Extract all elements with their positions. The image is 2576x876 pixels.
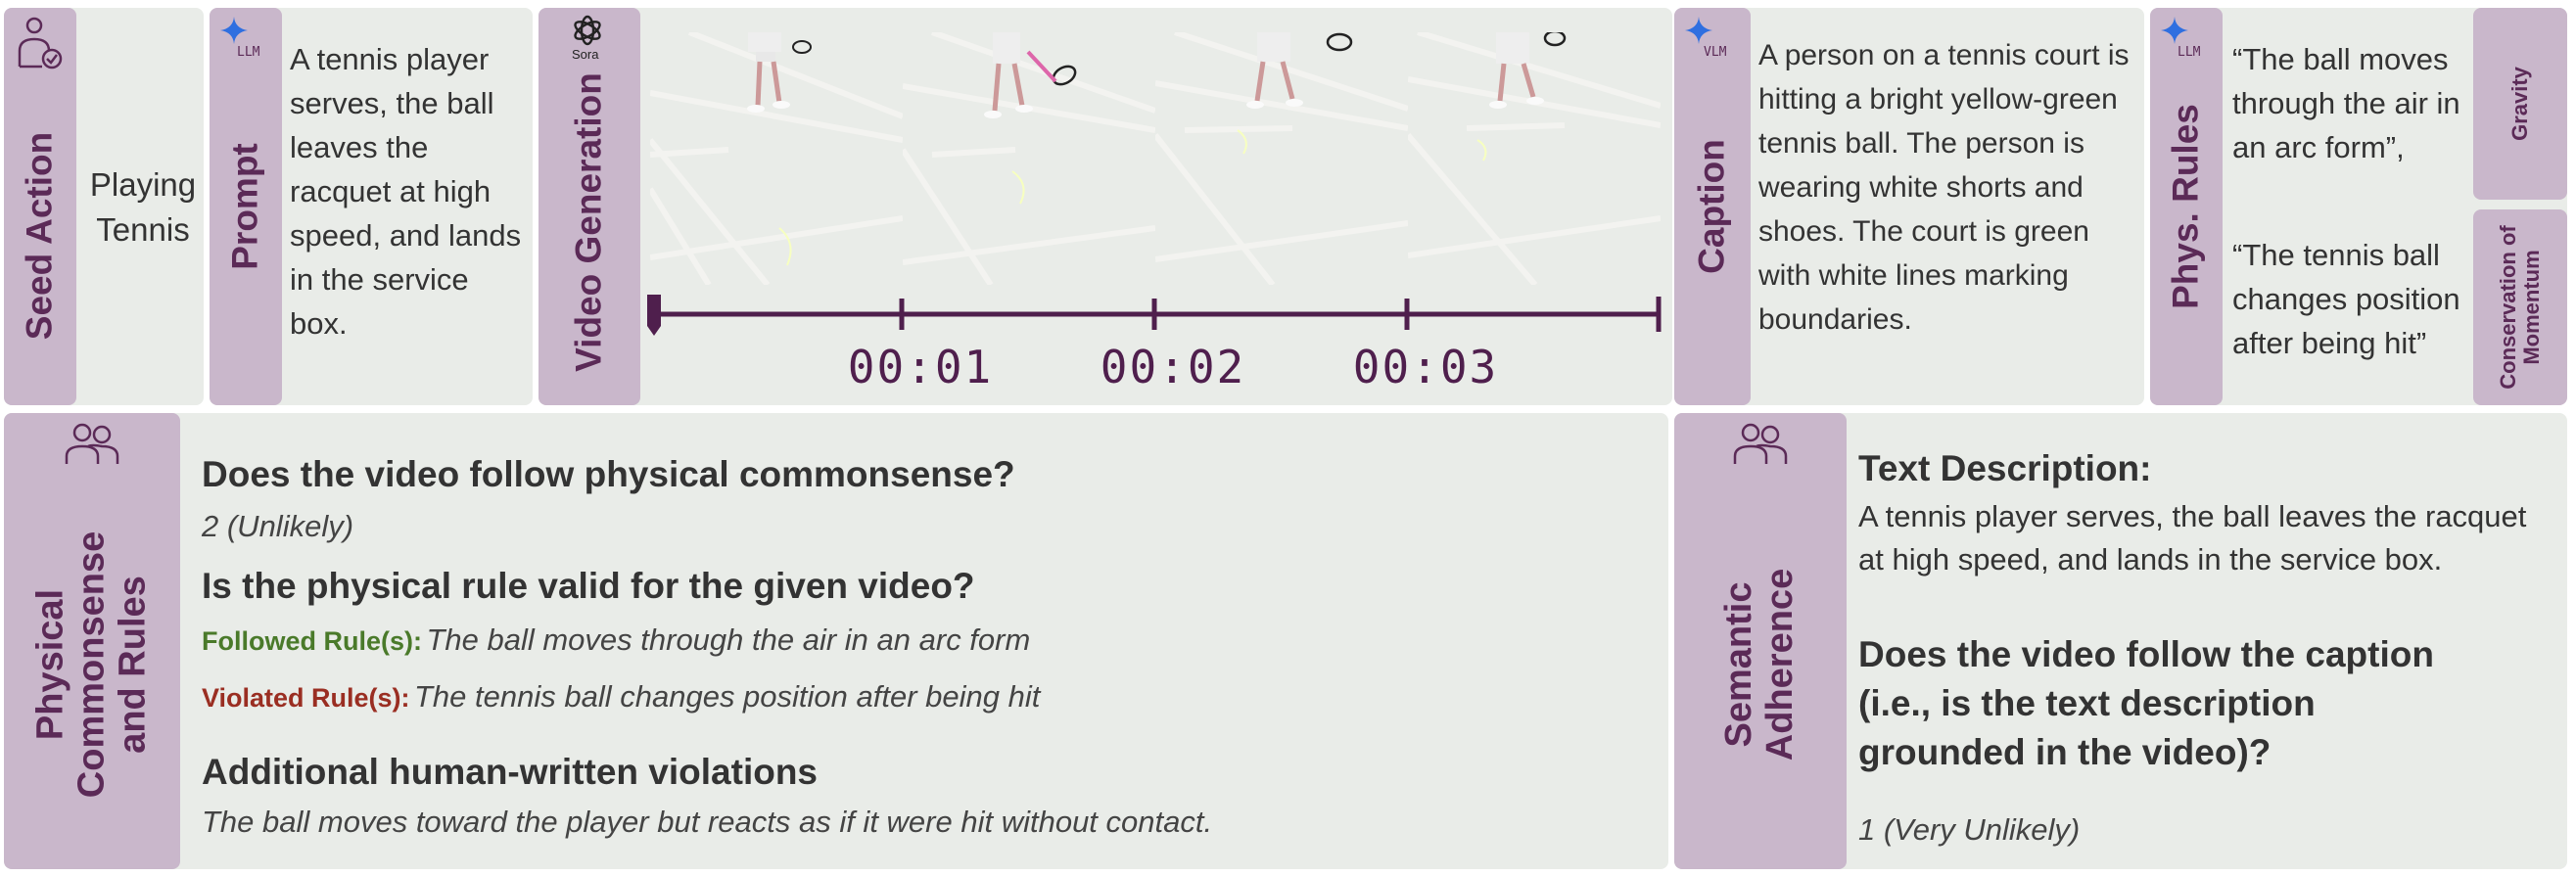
seed-action-label: Seed Action <box>19 131 60 341</box>
llm-badge: LLM <box>237 45 260 60</box>
physical-commonsense-answer: 2 (Unlikely) <box>202 509 354 543</box>
video-label: Video Generation <box>568 72 609 372</box>
gravity-tag: Gravity <box>2473 8 2567 200</box>
followed-rules-row: Followed Rule(s): The ball moves through… <box>202 622 1030 658</box>
caption-label: Caption <box>1691 139 1732 274</box>
violated-rules-row: Violated Rule(s): The tennis ball change… <box>202 679 1040 715</box>
prompt-panel: LLM Prompt A tennis player serves, the b… <box>210 8 533 405</box>
timestamp-1: 00:01 <box>847 341 994 393</box>
seed-action-panel: Seed Action Playing Tennis <box>4 8 204 405</box>
timestamp-2: 00:02 <box>1100 341 1246 393</box>
semantic-adherence-panel: Semantic Adherence Text Description: A t… <box>1674 413 2567 869</box>
physical-rule-question: Is the physical rule valid for the given… <box>202 566 975 606</box>
prompt-text: A tennis player serves, the ball leaves … <box>290 42 522 341</box>
people-icon <box>1733 423 1788 464</box>
video-frame-3 <box>1155 32 1408 285</box>
llm-badge: LLM <box>2178 45 2201 60</box>
semantic-adherence-label: Semantic Adherence <box>1718 568 1801 761</box>
caption-tab: VLM Caption <box>1674 8 1751 405</box>
physical-commonsense-tab: Physical Commonsense and Rules <box>4 413 180 869</box>
timestamp-3: 00:03 <box>1352 341 1499 393</box>
followed-rules-label: Followed Rule(s): <box>202 626 422 656</box>
physical-commonsense-label: Physical Commonsense and Rules <box>29 530 153 799</box>
text-description-heading: Text Description: <box>1858 448 2152 488</box>
physical-commonsense-question: Does the video follow physical commonsen… <box>202 454 1015 494</box>
video-panel: Sora Video Generation <box>539 8 1672 405</box>
phys-rule-2: “The tennis ball changes position after … <box>2232 238 2460 360</box>
phys-rules-label: Phys. Rules <box>2165 104 2206 309</box>
person-check-icon <box>18 17 63 69</box>
additional-violations-text: The ball moves toward the player but rea… <box>202 805 1213 839</box>
video-frame-2 <box>903 32 1155 285</box>
additional-violations-heading: Additional human-written violations <box>202 752 818 792</box>
sparkle-icon <box>2161 17 2188 44</box>
sora-logo-icon <box>574 15 601 46</box>
semantic-answer: 1 (Very Unlikely) <box>1858 812 2081 847</box>
seed-action-value: Playing Tennis <box>89 166 197 248</box>
video-frame-1 <box>650 32 903 285</box>
phys-rule-1: “The ball moves through the air in an ar… <box>2232 42 2460 164</box>
video-frame-4 <box>1408 32 1661 285</box>
physical-commonsense-panel: Physical Commonsense and Rules Does the … <box>4 413 1668 869</box>
caption-text: A person on a tennis court is hitting a … <box>1758 39 2130 336</box>
semantic-adherence-tab: Semantic Adherence <box>1674 413 1847 869</box>
sparkle-icon <box>1685 17 1712 44</box>
conservation-of-momentum-tag: Conservation of Momentum <box>2473 209 2567 405</box>
prompt-label: Prompt <box>224 143 265 270</box>
phys-rules-panel: LLM Phys. Rules “The ball moves through … <box>2150 8 2567 405</box>
text-description: A tennis player serves, the ball leaves … <box>1858 499 2527 576</box>
phys-rules-tab: LLM Phys. Rules <box>2150 8 2223 405</box>
vlm-badge: VLM <box>1704 45 1727 60</box>
violated-rules-label: Violated Rule(s): <box>202 683 410 713</box>
people-icon <box>65 423 119 464</box>
seed-action-tab: Seed Action <box>4 8 76 405</box>
caption-panel: VLM Caption A person on a tennis court i… <box>1674 8 2144 405</box>
timeline <box>647 295 1662 336</box>
semantic-question: Does the video follow the caption (i.e.,… <box>1858 634 2434 772</box>
violated-rules-text: The tennis ball changes position after b… <box>414 679 1041 714</box>
sora-badge: Sora <box>572 47 599 62</box>
followed-rules-text: The ball moves through the air in an arc… <box>426 622 1031 657</box>
video-tab: Sora Video Generation <box>539 8 640 405</box>
timeline-playhead-icon <box>647 295 661 336</box>
sparkle-icon <box>220 17 248 44</box>
prompt-tab: LLM Prompt <box>210 8 282 405</box>
